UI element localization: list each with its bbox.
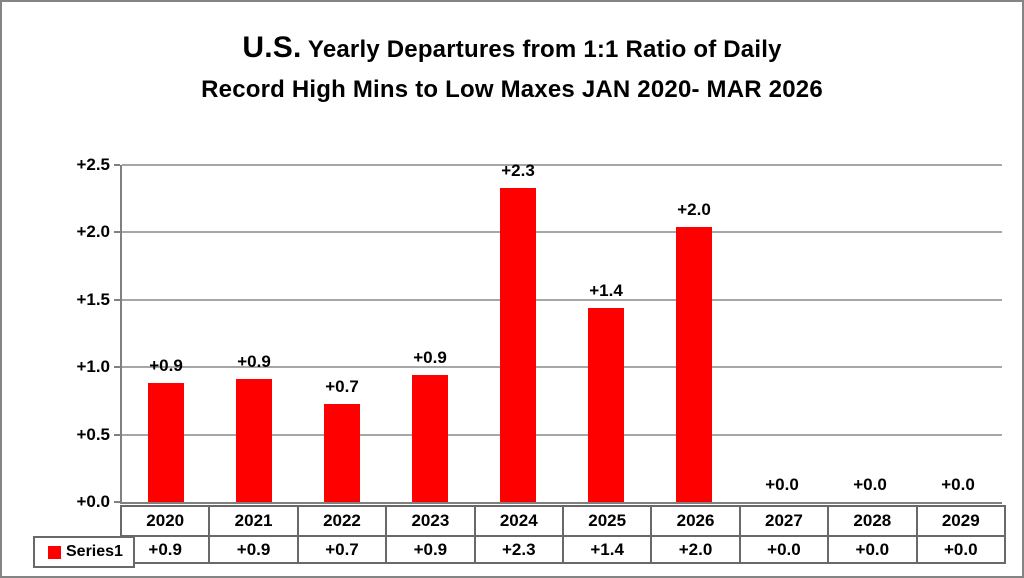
- bar-2022: [324, 403, 360, 502]
- bar-label-2026: +2.0: [677, 200, 711, 220]
- table-value-cell-2029: +0.0: [915, 535, 1007, 564]
- table-year-cell-2020: 2020: [119, 505, 211, 537]
- y-axis-label-+0.0: +0.0: [76, 492, 110, 511]
- table-value-cell-2023: +0.9: [385, 535, 476, 564]
- title-us-prefix: U.S.: [242, 31, 302, 64]
- y-axis-tick-+2.0: [114, 231, 120, 234]
- gridline-+2.0: [122, 231, 1002, 234]
- table-value-cell-2026: +2.0: [650, 535, 741, 564]
- table-year-cell-2023: 2023: [385, 505, 476, 537]
- bar-label-2021: +0.9: [237, 352, 271, 372]
- title-line1-text: Yearly Departures from 1:1 Ratio of Dail…: [301, 36, 782, 63]
- table-value-cell-2022: +0.7: [296, 535, 388, 564]
- table-year-cell-2022: 2022: [296, 505, 388, 537]
- legend-cell: Series1: [33, 536, 135, 568]
- table-year-cell-2025: 2025: [561, 505, 653, 537]
- gridline-+2.5: [122, 164, 1002, 166]
- y-axis-tick-+0.5: [114, 433, 120, 436]
- y-axis-label-+1.0: +1.0: [76, 357, 110, 377]
- table-value-cell-2021: +0.9: [208, 535, 299, 564]
- bar-2023: [412, 375, 448, 502]
- gridline-+0.5: [122, 433, 1002, 436]
- bar-2020: [148, 383, 184, 502]
- y-axis-tick-+2.5: [114, 164, 120, 166]
- table-value-cell-2025: +1.4: [561, 535, 653, 564]
- bar-label-2029: +0.0: [941, 475, 975, 494]
- bar-label-2022: +0.7: [325, 376, 359, 396]
- y-axis-label-+1.5: +1.5: [76, 289, 110, 309]
- legend-label: Series1: [66, 543, 123, 560]
- bar-2025: [588, 307, 624, 502]
- chart-title: U.S. Yearly Departures from 1:1 Ratio of…: [2, 28, 1022, 110]
- bar-label-2024: +2.3: [501, 160, 535, 180]
- chart-title-line1: U.S. Yearly Departures from 1:1 Ratio of…: [2, 28, 1022, 70]
- table-value-cell-2028: +0.0: [827, 535, 918, 564]
- table-year-cell-2028: 2028: [827, 505, 918, 537]
- gridline-+1.5: [122, 298, 1002, 301]
- bar-label-2027: +0.0: [765, 475, 799, 494]
- table-year-cell-2027: 2027: [738, 505, 830, 537]
- table-year-cell-2029: 2029: [915, 505, 1007, 537]
- y-axis-labels: +0.0 +0.5 +1.0 +1.5 +2.0 +2.5: [25, 155, 110, 511]
- bar-label-2028: +0.0: [853, 475, 887, 494]
- data-table-years-row: 2020 2021 2022 2023 2024 2025 2026 2027 2028 2029: [119, 505, 1007, 537]
- data-table: 2020 2021 2022 2023 2024 2025 2026 2027 2028 2029…: [119, 505, 1007, 564]
- y-axis-label-+0.5: +0.5: [76, 424, 110, 444]
- table-value-cell-2024: +2.3: [473, 535, 564, 564]
- table-year-cell-2021: 2021: [208, 505, 299, 537]
- y-axis-label-+2.0: +2.0: [76, 222, 110, 242]
- y-axis-label-+2.5: +2.5: [76, 155, 110, 174]
- bar-label-2025: +1.4: [589, 280, 623, 300]
- y-axis-tick-+1.0: [114, 366, 120, 369]
- y-axis-tick-+1.5: [114, 298, 120, 301]
- legend-series-swatch-icon: [48, 545, 61, 559]
- table-year-cell-2026: 2026: [650, 505, 741, 537]
- y-axis-tick-+0.0: [114, 501, 120, 503]
- data-table-values-row: +0.9 +0.9 +0.7 +0.9 +2.3 +1.4 +2.0 +0.0 +0.0 +0.0: [119, 535, 1007, 564]
- table-year-cell-2024: 2024: [473, 505, 564, 537]
- bar-label-2020: +0.9: [149, 356, 183, 376]
- table-value-cell-2027: +0.0: [738, 535, 830, 564]
- bar-label-2023: +0.9: [413, 348, 447, 368]
- gridline-+1.0: [122, 366, 1002, 369]
- bar-2021: [236, 379, 272, 502]
- bar-2026: [676, 227, 712, 502]
- plot-area: +0.9 +0.9 +0.7 +0.9 +2.3 +1.4 +2.0 +0.0 +0.0 +0.0: [114, 161, 1002, 504]
- bar-2024: [500, 187, 536, 502]
- chart-title-line2: Record High Mins to Low Maxes JAN 2020- …: [201, 76, 823, 103]
